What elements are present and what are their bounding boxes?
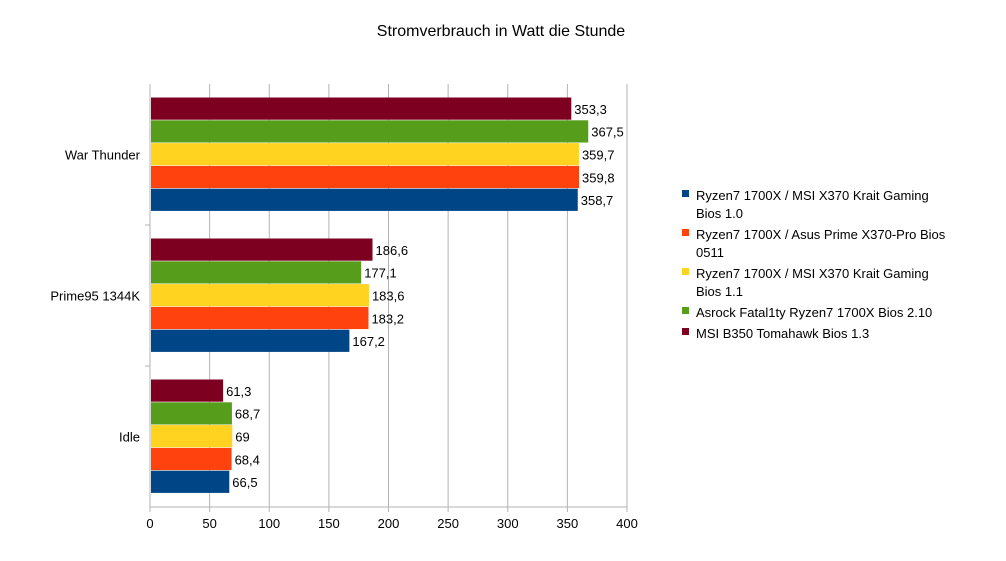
data-label: 353,3 bbox=[574, 102, 607, 117]
legend-entry-text: Asrock Fatal1ty Ryzen7 1700X Bios 2.10 bbox=[696, 305, 932, 320]
x-tick-label: 150 bbox=[318, 516, 340, 531]
bar bbox=[151, 284, 369, 307]
data-label: 358,7 bbox=[581, 193, 614, 208]
legend-entry-text: Ryzen7 1700X / Asus Prime X370-Pro Bios bbox=[696, 227, 946, 242]
legend-entry-text: Bios 1.1 bbox=[696, 284, 743, 299]
legend-swatch bbox=[682, 229, 689, 236]
bar bbox=[151, 261, 362, 284]
x-tick-label: 250 bbox=[437, 516, 459, 531]
x-tick-label: 400 bbox=[616, 516, 638, 531]
data-label: 367,5 bbox=[591, 125, 624, 140]
legend-swatch bbox=[682, 328, 689, 335]
x-tick-label: 300 bbox=[497, 516, 519, 531]
data-label: 359,7 bbox=[582, 148, 615, 163]
data-label: 359,8 bbox=[582, 170, 615, 185]
x-tick-label: 350 bbox=[557, 516, 579, 531]
legend-swatch bbox=[682, 268, 689, 275]
x-tick-label: 200 bbox=[378, 516, 400, 531]
data-label: 183,2 bbox=[371, 311, 404, 326]
bars bbox=[151, 97, 589, 493]
legend-entry-text: 0511 bbox=[696, 245, 724, 260]
data-label: 69 bbox=[235, 430, 249, 445]
data-label: 186,6 bbox=[376, 243, 409, 258]
bar bbox=[151, 97, 572, 120]
legend-swatch bbox=[682, 190, 689, 197]
x-tick-label: 50 bbox=[202, 516, 216, 531]
legend-entry-text: MSI B350 Tomahawk Bios 1.3 bbox=[696, 326, 869, 341]
axes: 0 50 100 150 200 250 300 350 400 War Thunder Prime… bbox=[50, 84, 638, 531]
x-tick-label: 0 bbox=[146, 516, 153, 531]
bar bbox=[151, 188, 578, 211]
legend-swatch bbox=[682, 307, 689, 314]
data-label: 68,7 bbox=[235, 407, 260, 422]
chart-title: Stromverbrauch in Watt die Stunde bbox=[377, 23, 626, 40]
data-label: 167,2 bbox=[352, 334, 385, 349]
legend: Ryzen7 1700X / MSI X370 Krait Gaming Bios… bbox=[682, 188, 946, 341]
data-label: 177,1 bbox=[364, 266, 397, 281]
category-label: Prime95 1344K bbox=[50, 289, 140, 304]
category-label: War Thunder bbox=[65, 148, 141, 163]
bar bbox=[151, 329, 350, 352]
bar bbox=[151, 143, 579, 166]
bar bbox=[151, 402, 232, 425]
bar bbox=[151, 238, 373, 261]
data-label: 68,4 bbox=[235, 452, 260, 467]
x-tick-label: 100 bbox=[258, 516, 280, 531]
data-labels: 353,3 367,5 359,7 359,8 358,7 186,6 177,1 183,6… bbox=[226, 102, 624, 490]
data-label: 66,5 bbox=[232, 475, 257, 490]
bar bbox=[151, 165, 580, 189]
data-label: 183,6 bbox=[372, 289, 405, 304]
legend-entry-text: Ryzen7 1700X / MSI X370 Krait Gaming bbox=[696, 266, 929, 281]
bar bbox=[151, 470, 230, 493]
bar bbox=[151, 306, 369, 330]
bar bbox=[151, 379, 224, 402]
legend-entry-text: Bios 1.0 bbox=[696, 206, 743, 221]
legend-entry-text: Ryzen7 1700X / MSI X370 Krait Gaming bbox=[696, 188, 929, 203]
bar bbox=[151, 120, 589, 143]
data-label: 61,3 bbox=[226, 384, 251, 399]
bar bbox=[151, 425, 233, 448]
bar bbox=[151, 447, 232, 471]
category-label: Idle bbox=[119, 430, 140, 445]
